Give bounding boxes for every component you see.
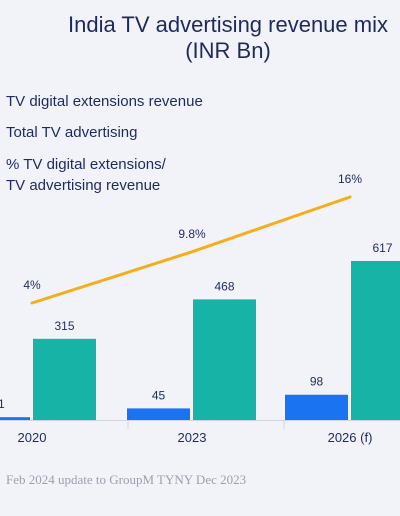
chart-subtitle: (INR Bn) xyxy=(185,38,271,63)
x-tick-label-2023: 2023 xyxy=(178,430,207,445)
x-tick-label-2020: 2020 xyxy=(18,430,47,445)
bar-label-total-2020: 315 xyxy=(54,319,74,333)
source-note: Feb 2024 update to GroupM TYNY Dec 2023 xyxy=(6,472,247,487)
bar-digital-2026 (f) xyxy=(285,394,348,420)
chart-title: India TV advertising revenue mix (INR Bn… xyxy=(0,12,400,64)
bar-digital-2023 xyxy=(127,408,190,420)
legend-item-total-tv: Total TV advertising xyxy=(6,124,138,141)
line-label-2023: 9.8% xyxy=(178,227,206,241)
legend-item-share-line: % TV digital extensions/ TV advertising … xyxy=(6,156,166,194)
bar-label-total-2026 (f): 617 xyxy=(372,241,392,255)
bar-label-total-2023: 468 xyxy=(214,279,234,293)
x-tick-label-2026 (f): 2026 (f) xyxy=(328,430,373,445)
line-label-2020: 4% xyxy=(23,278,41,292)
bar-digital-2020 xyxy=(0,417,30,420)
bar-label-digital-2023: 45 xyxy=(152,388,166,402)
chart-title-text: India TV advertising revenue mix xyxy=(68,12,388,37)
line-share-series xyxy=(30,195,352,305)
legend-item-digital-extensions: TV digital extensions revenue xyxy=(6,93,203,110)
bar-label-digital-2026 (f): 98 xyxy=(310,375,324,389)
bar-total-2026 (f) xyxy=(351,261,400,420)
line-label-2026 (f): 16% xyxy=(338,172,362,186)
bar-total-2020 xyxy=(33,338,96,420)
bar-total-2023 xyxy=(193,299,256,420)
bar-label-digital-2020: 11 xyxy=(0,397,5,411)
